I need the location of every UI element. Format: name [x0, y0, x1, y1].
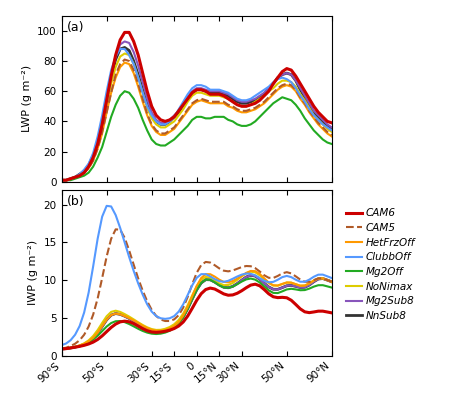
Legend: CAM6, CAM5, HetFrzOff, ClubbOff, Mg2Off, NoNimax, Mg2Sub8, NnSub8: CAM6, CAM5, HetFrzOff, ClubbOff, Mg2Off,… [342, 204, 419, 325]
Y-axis label: LWP (g m⁻²): LWP (g m⁻²) [22, 65, 32, 132]
Y-axis label: IWP (g m⁻²): IWP (g m⁻²) [28, 240, 38, 305]
Text: (b): (b) [67, 195, 85, 208]
Text: (a): (a) [67, 21, 84, 34]
